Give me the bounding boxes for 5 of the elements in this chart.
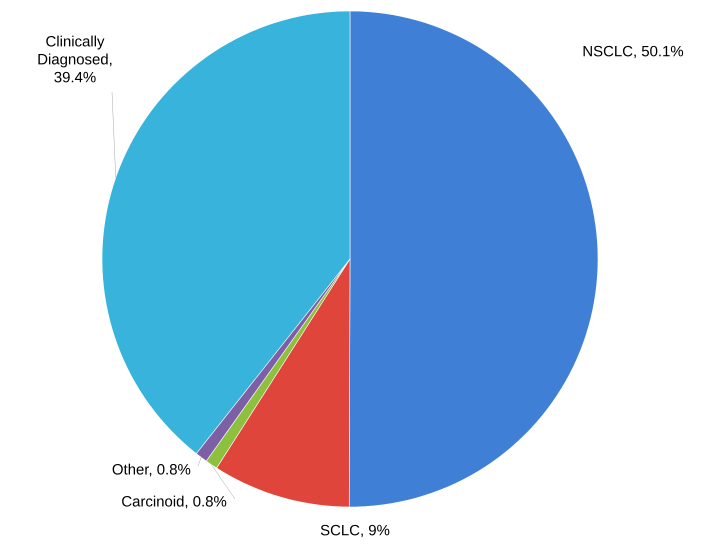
data-label: Carcinoid, 0.8% — [122, 496, 226, 508]
data-label: Other, 0.8% — [112, 464, 190, 476]
data-label: NSCLC, 50.1% — [584, 46, 684, 58]
data-label: SCLC, 9% — [320, 524, 390, 538]
data-label: Clinically Diagnosed, 39.4% — [38, 36, 112, 82]
